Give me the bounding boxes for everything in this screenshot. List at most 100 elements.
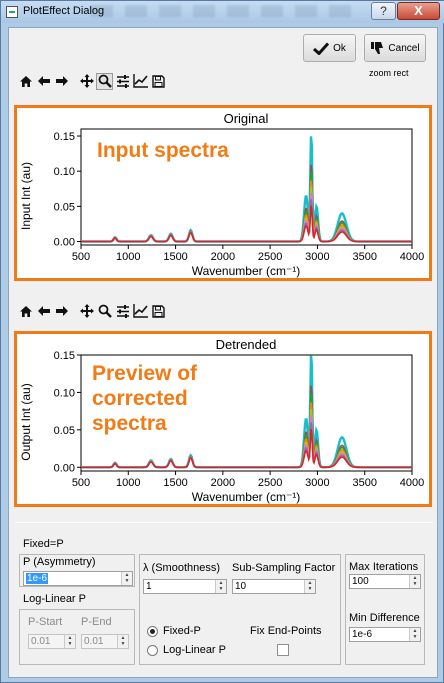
pan-icon[interactable] bbox=[78, 73, 95, 90]
p-end-value: 0.01 bbox=[84, 636, 103, 647]
fixed-p-label[interactable]: Fixed-P bbox=[163, 625, 201, 637]
x-tick-label: 1000 bbox=[116, 251, 140, 263]
spin-arrows-icon[interactable]: ▲ ▼ bbox=[409, 575, 420, 588]
subplots-config-icon[interactable] bbox=[114, 303, 131, 320]
subplots-config-icon[interactable] bbox=[114, 73, 131, 90]
p-start-end-group: P-Start P-End 0.01 ▲ ▼ 0.01 ▲ ▼ bbox=[19, 609, 135, 665]
dialog-client-area: Ok Cancel zoom rect 500 1000 1500 2000 2500 3… bbox=[8, 27, 438, 678]
mode-label: Fixed=P bbox=[23, 538, 64, 550]
y-tick-label: 0.00 bbox=[54, 462, 75, 474]
spin-arrows-icon[interactable]: ▲ ▼ bbox=[215, 580, 226, 593]
y-tick-label: 0.10 bbox=[54, 166, 75, 178]
x-tick-label: 4000 bbox=[400, 477, 424, 489]
y-axis-label: Output Int (au) bbox=[19, 383, 33, 460]
y-axis-label: Input Int (au) bbox=[19, 162, 33, 230]
close-button[interactable]: X bbox=[397, 2, 440, 20]
detrended-spectra-chart[interactable]: 500 1000 1500 2000 2500 3000 3500 4000 0.00 0.05 0… bbox=[17, 334, 429, 504]
p-start-input[interactable]: 0.01 ▲ ▼ bbox=[28, 634, 76, 649]
x-tick-label: 1000 bbox=[116, 477, 140, 489]
chart-title: Detrended bbox=[216, 337, 277, 352]
forward-arrow-icon[interactable] bbox=[53, 303, 70, 320]
y-tick-label: 0.10 bbox=[54, 387, 75, 399]
annotation-line: spectra bbox=[92, 411, 197, 436]
input-spectra-annotation: Input spectra bbox=[97, 138, 229, 163]
max-iterations-value: 100 bbox=[352, 576, 369, 587]
min-difference-input[interactable]: 1e-6 ▲ ▼ bbox=[349, 627, 421, 642]
x-axis-label: Wavenumber (cm⁻¹) bbox=[192, 490, 301, 504]
back-arrow-icon[interactable] bbox=[35, 303, 52, 320]
zoom-icon[interactable] bbox=[96, 303, 113, 320]
lambda-label: λ (Smoothness) bbox=[143, 562, 220, 574]
original-spectra-chart[interactable]: 500 1000 1500 2000 2500 3000 3500 4000 0.00 0.05 0… bbox=[17, 108, 429, 278]
ok-button-label: Ok bbox=[333, 43, 346, 54]
p-asymmetry-input[interactable]: 1e-6 ▲ ▼ bbox=[23, 571, 133, 586]
checkmark-icon bbox=[313, 42, 329, 55]
home-icon[interactable] bbox=[17, 303, 34, 320]
spin-arrows-icon[interactable]: ▲ ▼ bbox=[304, 580, 315, 593]
detrended-plot-panel: 500 1000 1500 2000 2500 3000 3500 4000 0.00 0.05 0… bbox=[14, 331, 432, 507]
spin-arrows-icon[interactable]: ▲ ▼ bbox=[121, 572, 132, 585]
app-icon bbox=[6, 6, 18, 18]
title-bar[interactable]: PlotEffect Dialog ? X bbox=[1, 1, 444, 23]
log-linear-radio-label[interactable]: Log-Linear P bbox=[163, 644, 226, 656]
fix-endpoints-checkbox[interactable] bbox=[277, 644, 289, 656]
forward-arrow-icon[interactable] bbox=[53, 73, 70, 90]
p-asymmetry-value: 1e-6 bbox=[26, 573, 48, 584]
log-linear-label: Log-Linear P bbox=[23, 593, 86, 605]
zoom-icon[interactable] bbox=[96, 73, 113, 90]
window-title: PlotEffect Dialog bbox=[23, 5, 104, 17]
cancel-button[interactable]: Cancel bbox=[364, 34, 426, 62]
x-tick-label: 500 bbox=[72, 251, 90, 263]
min-difference-label: Min Difference bbox=[349, 612, 420, 624]
p-asymmetry-label: P (Asymmetry) bbox=[23, 556, 96, 568]
spin-arrows-icon[interactable]: ▲ ▼ bbox=[409, 628, 420, 641]
max-iterations-input[interactable]: 100 ▲ ▼ bbox=[349, 574, 421, 589]
lambda-value: 1 bbox=[146, 581, 152, 592]
pan-icon[interactable] bbox=[78, 303, 95, 320]
original-plot-panel: 500 1000 1500 2000 2500 3000 3500 4000 0.00 0.05 0… bbox=[14, 105, 432, 281]
x-tick-label: 3000 bbox=[305, 477, 329, 489]
subsampling-label: Sub-Sampling Factor bbox=[232, 562, 335, 574]
log-linear-radio[interactable] bbox=[147, 645, 158, 656]
y-tick-label: 0.05 bbox=[54, 201, 75, 213]
smoothing-group: λ (Smoothness) Sub-Sampling Factor 1 ▲ ▼ … bbox=[139, 554, 341, 665]
back-arrow-icon[interactable] bbox=[35, 73, 52, 90]
annotation-line: Preview of bbox=[92, 361, 197, 386]
y-tick-label: 0.00 bbox=[54, 236, 75, 248]
zoom-mode-label: zoom rect bbox=[369, 68, 409, 78]
home-icon[interactable] bbox=[17, 73, 34, 90]
separator bbox=[15, 522, 433, 523]
x-tick-label: 500 bbox=[72, 477, 90, 489]
save-icon[interactable] bbox=[150, 303, 167, 320]
preview-annotation: Preview of corrected spectra bbox=[92, 361, 197, 436]
x-tick-label: 1500 bbox=[163, 251, 187, 263]
lambda-input[interactable]: 1 ▲ ▼ bbox=[143, 579, 227, 594]
x-tick-label: 1500 bbox=[163, 477, 187, 489]
subsampling-value: 10 bbox=[235, 581, 246, 592]
spin-arrows-icon[interactable]: ▲ ▼ bbox=[117, 635, 128, 648]
y-tick-label: 0.15 bbox=[54, 350, 75, 362]
background-window-titles bbox=[91, 5, 361, 17]
spin-arrows-icon[interactable]: ▲ ▼ bbox=[64, 635, 75, 648]
x-tick-label: 3000 bbox=[305, 251, 329, 263]
x-tick-label: 2000 bbox=[211, 477, 235, 489]
plot-toolbar-detrended bbox=[17, 301, 167, 321]
plot-toolbar-original bbox=[17, 71, 167, 91]
subsampling-input[interactable]: 10 ▲ ▼ bbox=[232, 579, 316, 594]
p-start-label: P-Start bbox=[28, 616, 62, 628]
edit-curves-icon[interactable] bbox=[132, 303, 149, 320]
x-tick-label: 4000 bbox=[400, 251, 424, 263]
p-end-input[interactable]: 0.01 ▲ ▼ bbox=[81, 634, 129, 649]
cancel-button-label: Cancel bbox=[388, 43, 419, 54]
x-tick-label: 2000 bbox=[211, 251, 235, 263]
edit-curves-icon[interactable] bbox=[132, 73, 149, 90]
y-tick-label: 0.05 bbox=[54, 425, 75, 437]
p-end-label: P-End bbox=[81, 616, 112, 628]
fixed-p-radio[interactable] bbox=[147, 626, 158, 637]
annotation-line: corrected bbox=[92, 386, 197, 411]
save-icon[interactable] bbox=[150, 73, 167, 90]
p-start-value: 0.01 bbox=[31, 636, 50, 647]
ok-button[interactable]: Ok bbox=[303, 34, 356, 62]
help-button[interactable]: ? bbox=[371, 2, 396, 20]
